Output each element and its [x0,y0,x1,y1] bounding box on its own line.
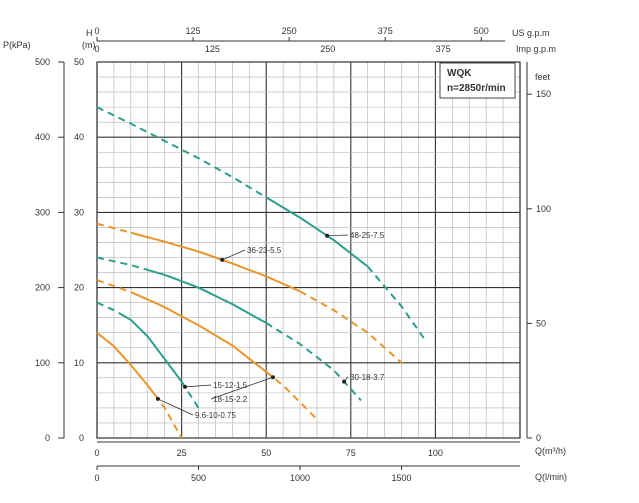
axis-title-head-top: H [86,28,93,38]
curve-18-15-2-2-solid [130,291,267,373]
flow-m3h-tick-label: 50 [261,448,271,458]
curve-label-leader [210,376,274,400]
us-gpm-tick-label: 250 [282,26,297,36]
feet-tick-label: 150 [536,89,551,99]
pressure-tick-label: 0 [45,433,50,443]
curve-labels: 48-25-7.5 36-23-5.5 30-18-3.7 18-15-2.2 15-1… [155,231,385,420]
head-tick-label: 40 [74,132,84,142]
head-tick-label: 30 [74,207,84,217]
flow-m3h-tick-label: 100 [428,448,443,458]
head-tick-label: 50 [74,57,84,67]
us-gpm-tick-label: 125 [186,26,201,36]
curve-label-30-18-3-7: 30-18-3.7 [350,373,385,382]
imp-gpm-tick-label: 250 [320,44,335,54]
feet-tick-label: 0 [536,433,541,443]
imp-gpm-tick-label: 375 [436,44,451,54]
curve-label-leader [157,398,194,416]
head-tick-label: 20 [74,283,84,293]
chart-legend: WQK n=2850r/min [439,62,516,99]
flow-lmin-tick-label: 1500 [392,473,412,483]
us-gpm-tick-label: 500 [474,26,489,36]
flow-lmin-tick-label: 0 [94,473,99,483]
imp-gpm-tick-label: 0 [94,44,99,54]
flow-m3h-tick-label: 25 [177,448,187,458]
flow-lmin-tick-label: 500 [191,473,206,483]
axis-title-head-unit: (m) [82,40,96,50]
curve-48-25-7-5-dashed-start [96,106,267,199]
pressure-tick-label: 400 [35,132,50,142]
flow-lmin-tick-label: 1000 [290,473,310,483]
feet-tick-label: 50 [536,318,546,328]
curve-label-36-23-5-5: 36-23-5.5 [247,246,282,255]
curve-18-15-2-2-dashed-start [96,279,132,294]
imp-gpm-tick-label: 125 [205,44,220,54]
curve-label-leader [222,249,246,261]
curve-label-15-12-1-5: 15-12-1.5 [213,381,248,390]
curve-label-leader [327,234,349,237]
curve-15-12-1-5-solid [123,315,183,383]
pressure-tick-label: 300 [35,207,50,217]
curve-label-48-25-7-5: 48-25-7.5 [350,231,385,240]
axis-title-flow-m3h: Q(m³/h) [535,446,566,456]
axis-title-feet: feet [535,72,551,82]
flow-m3h-tick-label: 75 [346,448,356,458]
curve-label-leader [184,384,212,388]
feet-tick-label: 100 [536,204,551,214]
axis-title-imp-gpm: Imp g.p.m [516,44,556,54]
grid [96,61,521,439]
pressure-tick-label: 200 [35,283,50,293]
axis-title-us-gpm: US g.p.m [512,28,550,38]
curve-48-25-7-5-dashed-end [366,265,427,341]
curve-36-23-5-5-solid [130,231,301,293]
head-tick-label: 0 [79,433,84,443]
chart-subtitle: n=2850r/min [447,83,506,94]
curve-30-18-3-7-dashed-start [96,256,149,271]
curve-48-25-7-5-solid [265,196,369,268]
chart-title: WQK [447,68,472,79]
curve-36-23-5-5-dashed-start [96,222,132,234]
curve-label-leader [343,376,349,382]
curve-9-6-10-0-75-dashed-end [153,393,183,439]
curve-label-9-6-10-0-75: 9.6-10-0.75 [195,411,236,420]
curve-15-12-1-5-dashed-start [96,301,125,317]
curve-36-23-5-5-dashed-end [299,290,403,364]
flow-m3h-tick-label: 0 [94,448,99,458]
legend-box [439,62,516,99]
plot-frame [96,61,521,439]
us-gpm-tick-label: 375 [378,26,393,36]
curve-30-18-3-7-solid [147,268,267,324]
curve-label-18-15-2-2: 18-15-2.2 [213,395,248,404]
head-tick-label: 10 [74,358,84,368]
pressure-tick-label: 100 [35,358,50,368]
axis-title-flow-lmin: Q(l/min) [535,472,567,482]
curve-9-6-10-0-75-solid [96,331,156,395]
axis-title-pressure: P(kPa) [3,40,31,50]
curve-30-18-3-7-dashed-end [265,322,362,402]
pressure-tick-label: 500 [35,57,50,67]
us-gpm-tick-label: 0 [94,26,99,36]
